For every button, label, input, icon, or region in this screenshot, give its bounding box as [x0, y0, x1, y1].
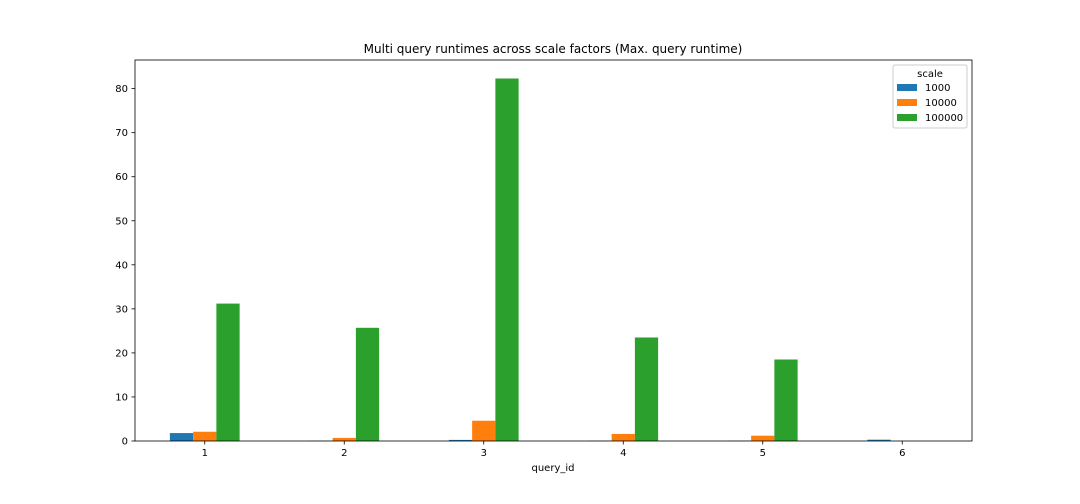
legend-label-100000: 100000 — [925, 113, 963, 124]
y-tick-label: 70 — [115, 128, 128, 139]
bar-series-10000-query-1 — [193, 431, 217, 441]
legend: scale 1000 10000 100000 — [892, 64, 968, 129]
x-axis: 1 2 3 4 5 6 — [202, 441, 905, 459]
bar-series-10000-query-4 — [611, 433, 635, 441]
x-tick-label: 4 — [620, 448, 626, 459]
legend-label-1000: 1000 — [925, 83, 950, 94]
bar-series-10000-query-3 — [472, 420, 496, 441]
y-tick-label: 50 — [115, 216, 128, 227]
y-tick-label: 60 — [115, 172, 128, 183]
bar-series-100000-query-2 — [355, 327, 380, 441]
bar-series-100000-query-5 — [774, 359, 798, 441]
bar-series-1000-query-3 — [448, 439, 473, 441]
y-tick-label: 80 — [115, 84, 128, 95]
bar-series-100000-query-4 — [634, 337, 659, 441]
legend-label-10000: 10000 — [925, 98, 957, 109]
bar-series-10000-query-5 — [751, 435, 775, 441]
y-tick-label: 0 — [122, 437, 128, 448]
bar-series-1000-query-1 — [169, 433, 194, 441]
x-tick-label: 5 — [760, 448, 766, 459]
x-tick-label: 2 — [341, 448, 347, 459]
legend-title: scale — [917, 69, 943, 80]
plot-frame — [134, 59, 973, 442]
bars — [169, 78, 891, 441]
x-tick-label: 1 — [202, 448, 208, 459]
x-tick-label: 6 — [899, 448, 905, 459]
y-tick-label: 30 — [115, 304, 128, 315]
y-tick-label: 40 — [115, 260, 128, 271]
chart-title: Multi query runtimes across scale factor… — [364, 42, 743, 56]
bar-series-1000-query-6 — [867, 439, 891, 441]
legend-box — [892, 64, 968, 129]
legend-swatch-100000 — [897, 114, 917, 121]
bar-series-100000-query-1 — [216, 303, 240, 441]
y-tick-label: 20 — [115, 348, 128, 359]
legend-entries: 1000 10000 100000 — [897, 83, 963, 124]
y-tick-label: 10 — [115, 392, 128, 403]
bar-series-100000-query-3 — [495, 78, 519, 441]
x-tick-label: 3 — [481, 448, 487, 459]
bar-series-10000-query-2 — [332, 437, 356, 441]
y-axis: 0 10 20 30 40 50 60 70 80 — [115, 84, 135, 448]
legend-swatch-1000 — [897, 84, 917, 91]
x-axis-label: query_id — [532, 463, 575, 474]
legend-swatch-10000 — [897, 99, 917, 106]
